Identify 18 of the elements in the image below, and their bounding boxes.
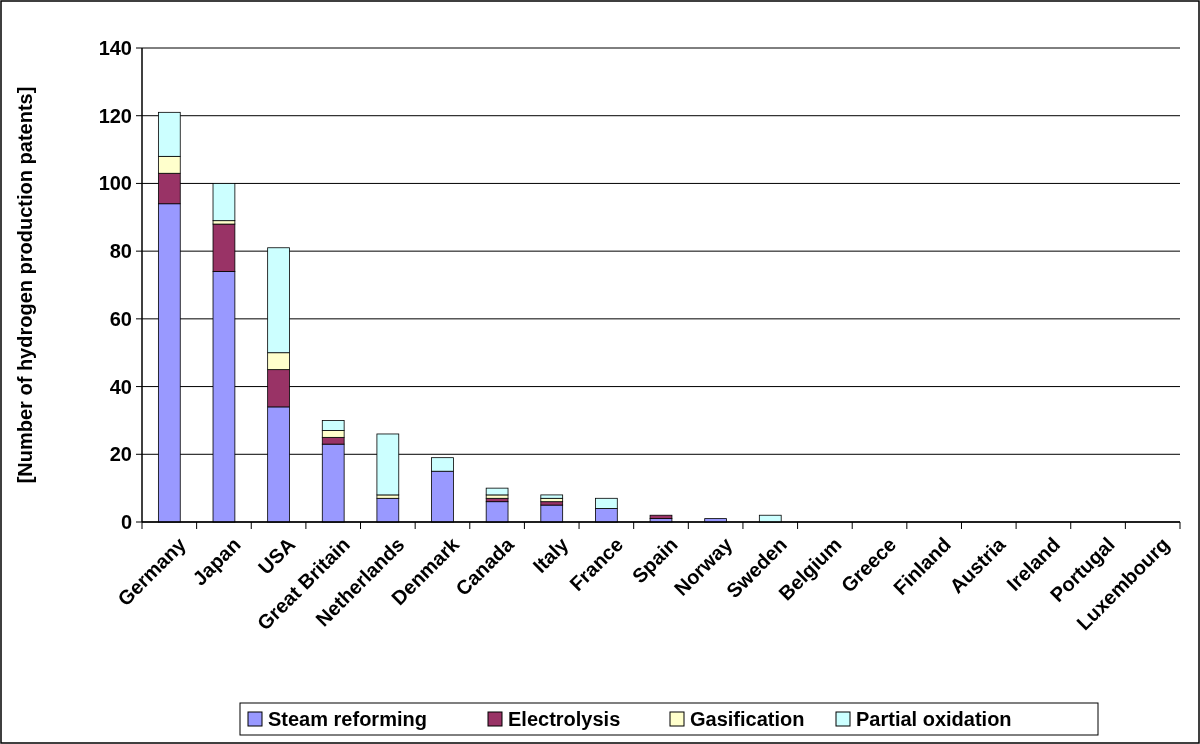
bar (485, 487, 509, 496)
legend-label: Steam reforming (268, 708, 427, 730)
x-tick-label: USA (253, 533, 300, 579)
y-tick-label: 80 (109, 240, 132, 263)
y-tick-label: 100 (98, 172, 132, 195)
legend-label: Gasification (690, 708, 805, 730)
y-tick-label: 20 (109, 443, 132, 466)
legend-label: Electrolysis (508, 708, 621, 730)
y-tick-label: 140 (98, 37, 132, 59)
bar (540, 494, 564, 499)
x-tick-label: Italy (528, 532, 574, 578)
y-tick-label: 0 (120, 511, 132, 533)
y-tick-label: 120 (98, 104, 132, 127)
legend-label: Partial oxidation (856, 708, 1012, 730)
y-tick-label: 40 (109, 375, 132, 398)
bar (649, 514, 673, 520)
y-axis-title: [Number of hydrogen production patents] (14, 86, 36, 484)
y-tick-label: 60 (109, 307, 132, 330)
